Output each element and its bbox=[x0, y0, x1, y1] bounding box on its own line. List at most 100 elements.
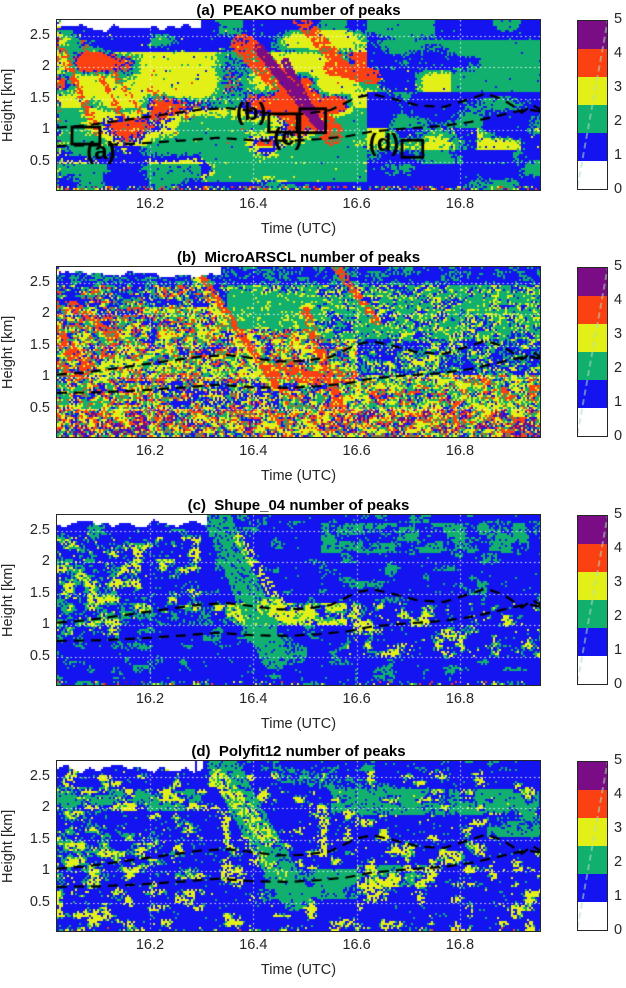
y-tick-label: 0.5 bbox=[29, 893, 50, 910]
panel-c-plot bbox=[56, 514, 541, 686]
colorbar bbox=[577, 20, 608, 190]
y-tick-label: 2.5 bbox=[29, 26, 50, 43]
colorbar-segment bbox=[578, 268, 607, 296]
colorbar-segment bbox=[578, 49, 607, 77]
colorbar-segment bbox=[578, 380, 607, 408]
colorbar-segment bbox=[578, 846, 607, 874]
x-tick-label: 16.2 bbox=[135, 691, 165, 707]
colorbar-segment bbox=[578, 324, 607, 352]
x-tick-label: 16.8 bbox=[445, 196, 475, 212]
colorbar-segment bbox=[578, 161, 607, 189]
colorbar-segment bbox=[578, 133, 607, 161]
y-tick-label: 1.5 bbox=[29, 830, 50, 847]
colorbar-segment bbox=[578, 516, 607, 544]
colorbar-tick-label: 0 bbox=[614, 181, 623, 197]
colorbar-segment bbox=[578, 902, 607, 930]
colorbar-tick-label: 3 bbox=[614, 574, 623, 590]
colorbar bbox=[577, 267, 608, 437]
y-tick-label: 1 bbox=[41, 862, 50, 879]
panel-c-title: (c) Shupe_04 number of peaks bbox=[187, 497, 410, 514]
colorbar-segment bbox=[578, 21, 607, 49]
colorbar-segment bbox=[578, 572, 607, 600]
y-tick-label: 2 bbox=[41, 799, 50, 816]
panel-c: (c) Shupe_04 number of peaks Height [km]… bbox=[0, 495, 626, 742]
y-tick-label: 1 bbox=[41, 368, 50, 385]
colorbar-tick-label: 5 bbox=[614, 11, 623, 27]
x-tick-label: 16.8 bbox=[445, 443, 475, 459]
x-tick-label: 16.2 bbox=[135, 443, 165, 459]
colorbar-tick-label: 0 bbox=[614, 428, 623, 444]
colorbar-tick-label: 2 bbox=[614, 113, 623, 129]
heatmap-canvas-b bbox=[57, 267, 540, 437]
colorbar-tick-label: 4 bbox=[614, 45, 623, 61]
x-tick-label: 16.4 bbox=[239, 937, 268, 953]
colorbar-segment bbox=[578, 352, 607, 380]
colorbar-tick-label: 1 bbox=[614, 888, 623, 904]
colorbar-segment bbox=[578, 874, 607, 902]
panel-d: (d) Polyfit12 number of peaks Height [km… bbox=[0, 741, 626, 988]
colorbar-tick-label: 2 bbox=[614, 360, 623, 376]
colorbar-tick-label: 4 bbox=[614, 786, 623, 802]
colorbar-segment bbox=[578, 77, 607, 105]
panel-a-xlabel: Time (UTC) bbox=[260, 221, 337, 237]
colorbar-tick-label: 3 bbox=[614, 326, 623, 342]
y-tick-label: 2.5 bbox=[29, 273, 50, 290]
panel-a: (a) PEAKO number of peaks Height [km] Ti… bbox=[0, 0, 626, 247]
y-tick-label: 2.5 bbox=[29, 521, 50, 538]
y-tick-label: 1 bbox=[41, 616, 50, 633]
panel-a-title: (a) PEAKO number of peaks bbox=[196, 2, 401, 19]
colorbar-segment bbox=[578, 656, 607, 684]
colorbar-tick-label: 3 bbox=[614, 79, 623, 95]
x-tick-label: 16.6 bbox=[342, 196, 371, 212]
heatmap-canvas-c bbox=[57, 515, 540, 685]
x-tick-label: 16.6 bbox=[342, 937, 371, 953]
colorbar-tick-label: 5 bbox=[614, 258, 623, 274]
x-tick-label: 16.6 bbox=[342, 443, 371, 459]
panel-b-xlabel: Time (UTC) bbox=[260, 468, 337, 484]
colorbar-tick-label: 0 bbox=[614, 922, 623, 938]
colorbar-tick-label: 1 bbox=[614, 394, 623, 410]
y-tick-label: 1.5 bbox=[29, 89, 50, 106]
y-tick-label: 2.5 bbox=[29, 767, 50, 784]
x-tick-label: 16.4 bbox=[239, 196, 268, 212]
colorbar-segment bbox=[578, 762, 607, 790]
colorbar-tick-label: 5 bbox=[614, 752, 623, 768]
colorbar-segment bbox=[578, 600, 607, 628]
x-tick-label: 16.6 bbox=[342, 691, 371, 707]
x-tick-label: 16.8 bbox=[445, 937, 475, 953]
y-tick-label: 2 bbox=[41, 58, 50, 75]
colorbar-segment bbox=[578, 105, 607, 133]
y-tick-label: 0.5 bbox=[29, 152, 50, 169]
y-tick-label: 0.5 bbox=[29, 399, 50, 416]
colorbar-tick-label: 1 bbox=[614, 147, 623, 163]
colorbar-tick-label: 0 bbox=[614, 676, 623, 692]
x-tick-label: 16.8 bbox=[445, 691, 475, 707]
x-tick-label: 16.4 bbox=[239, 691, 268, 707]
panel-c-xlabel: Time (UTC) bbox=[260, 716, 337, 732]
colorbar-segment bbox=[578, 544, 607, 572]
x-tick-label: 16.2 bbox=[135, 937, 165, 953]
panel-d-xlabel: Time (UTC) bbox=[260, 962, 337, 978]
colorbar-tick-label: 5 bbox=[614, 506, 623, 522]
colorbar-tick-label: 2 bbox=[614, 608, 623, 624]
colorbar-segment bbox=[578, 408, 607, 436]
colorbar-tick-label: 2 bbox=[614, 854, 623, 870]
panel-b-plot bbox=[56, 266, 541, 438]
panel-d-plot bbox=[56, 760, 541, 932]
colorbar bbox=[577, 515, 608, 685]
colorbar-tick-label: 4 bbox=[614, 540, 623, 556]
colorbar-segment bbox=[578, 790, 607, 818]
colorbar bbox=[577, 761, 608, 931]
x-tick-label: 16.4 bbox=[239, 443, 268, 459]
panel-b: (b) MicroARSCL number of peaks Height [k… bbox=[0, 247, 626, 494]
y-tick-label: 2 bbox=[41, 305, 50, 322]
y-tick-label: 2 bbox=[41, 553, 50, 570]
panel-b-title: (b) MicroARSCL number of peaks bbox=[176, 249, 421, 266]
colorbar-segment bbox=[578, 296, 607, 324]
heatmap-canvas-d bbox=[57, 761, 540, 931]
colorbar-tick-label: 1 bbox=[614, 642, 623, 658]
heatmap-canvas-a bbox=[57, 20, 540, 190]
x-tick-label: 16.2 bbox=[135, 196, 165, 212]
colorbar-segment bbox=[578, 818, 607, 846]
